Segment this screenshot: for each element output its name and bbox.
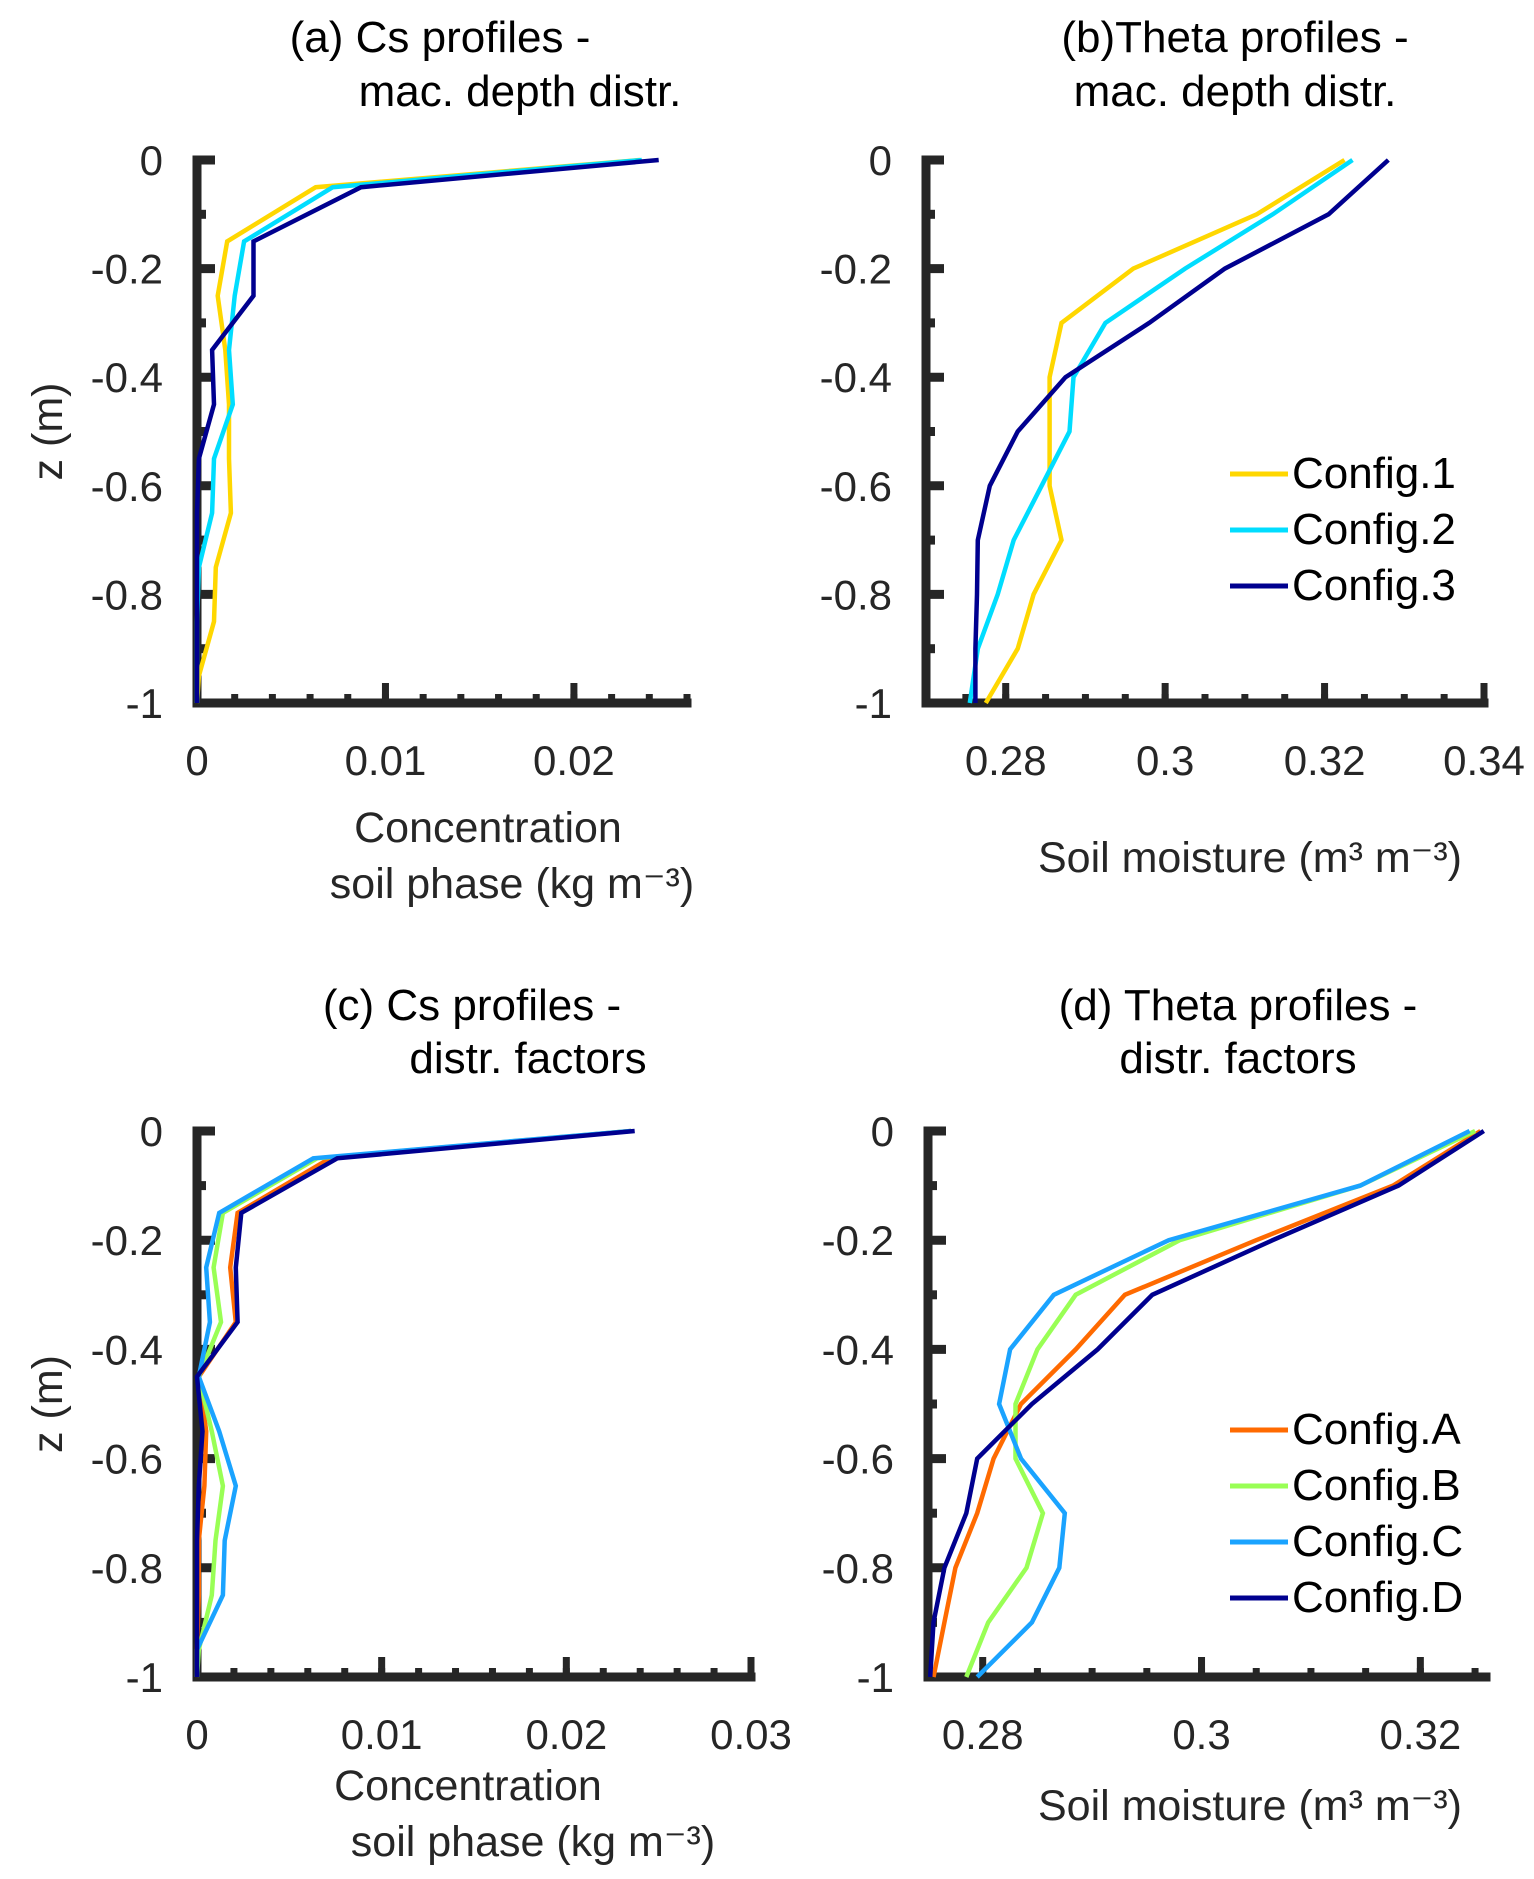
x-tick-label: 0.3 [1172, 1711, 1230, 1758]
y-tick-label: -0.8 [91, 571, 163, 618]
panel-title-line: (a) Cs profiles - [290, 13, 591, 62]
legend-label: Config.A [1292, 1405, 1461, 1454]
axes-lines [921, 155, 1489, 708]
legend-label: Config.2 [1292, 505, 1456, 554]
y-tick-label: 0 [140, 1108, 163, 1155]
panel-title-line: (b)Theta profiles - [1061, 13, 1408, 62]
series-line-config-2 [194, 157, 642, 703]
y-tick-label: -0.6 [822, 1436, 894, 1483]
y-tick-label: -0.4 [91, 1326, 163, 1373]
panel-title-line: (d) Theta profiles - [1059, 981, 1418, 1030]
x-tick-label: 0.03 [710, 1711, 792, 1758]
y-tick-label: -1 [126, 1654, 163, 1701]
y-tick-label: 0 [871, 1108, 894, 1155]
panel-title-line: mac. depth distr. [1074, 67, 1397, 116]
legend-label: Config.C [1292, 1517, 1463, 1566]
y-tick-label: -0.8 [91, 1545, 163, 1592]
series-line-config-d [927, 1129, 1486, 1678]
x-tick-label: 0.02 [533, 737, 615, 784]
x-axis-label: Concentration [354, 804, 622, 852]
x-tick-label: 0.28 [942, 1711, 1024, 1758]
legend: Config.A Config.B Config.C Config.D [1230, 1405, 1463, 1622]
y-tick-label: -0.2 [91, 246, 163, 293]
y-tick-label: -0.2 [820, 246, 892, 293]
x-tick-label: 0.01 [345, 737, 427, 784]
legend-label: Config.1 [1292, 449, 1456, 498]
axes-lines [192, 155, 692, 708]
panel-c: (c) Cs profiles -distr. factors 0 -0.2 -0.4… [24, 981, 792, 1866]
x-tick-label: 0.3 [1136, 737, 1194, 784]
series-line-config-2 [967, 158, 1354, 704]
series-line-config-b [194, 1128, 632, 1678]
y-tick-label: -0.6 [91, 1436, 163, 1483]
series-line-config-a [194, 1128, 632, 1677]
series-line-config-1 [194, 157, 641, 704]
y-tick-label: 0 [140, 137, 163, 184]
y-tick-label: -0.4 [91, 354, 163, 401]
series-line-config-c [194, 1128, 632, 1677]
legend: Config.1 Config.2 Config.3 [1230, 449, 1456, 610]
y-tick-label: -0.6 [91, 463, 163, 510]
axes-lines [192, 1126, 756, 1682]
y-tick-label: -0.2 [822, 1217, 894, 1264]
y-tick-label: 0 [869, 137, 892, 184]
y-tick-label: -1 [855, 680, 892, 727]
y-tick-label: -0.8 [822, 1545, 894, 1592]
y-axis-label: z (m) [24, 1355, 72, 1453]
y-tick-label: -0.2 [91, 1217, 163, 1264]
panel-a: (a) Cs profiles - mac. depth distr. 0 -0.2 -… [24, 13, 694, 908]
panel-b: (b)Theta profiles - mac. depth distr. 0 -0.… [820, 13, 1525, 882]
x-tick-label: 0.01 [341, 1711, 423, 1758]
y-tick-label: -0.6 [820, 463, 892, 510]
y-tick-label: -0.4 [822, 1326, 894, 1373]
x-tick-label: 0 [185, 1711, 208, 1758]
x-tick-label: 0.02 [525, 1711, 607, 1758]
series-line-config-a [931, 1129, 1482, 1678]
legend-label: Config.3 [1292, 561, 1456, 610]
y-tick-label: -0.4 [820, 354, 892, 401]
x-tick-label: 0 [185, 737, 208, 784]
series-line-config-3 [194, 157, 659, 703]
panel-title-line: distr. factors [1119, 1034, 1356, 1083]
y-tick-label: -1 [126, 680, 163, 727]
x-tick-label: 0.28 [965, 737, 1047, 784]
y-tick-label: -0.8 [820, 571, 892, 618]
series-line-config-d [194, 1128, 635, 1677]
x-axis-label: Soil moisture (m³ m⁻³) [1038, 834, 1462, 882]
legend-label: Config.B [1292, 1461, 1461, 1510]
x-axis-label: soil phase (kg m⁻³) [330, 860, 694, 908]
x-axis-label: Soil moisture (m³ m⁻³) [1038, 1782, 1462, 1830]
legend-label: Config.D [1292, 1573, 1463, 1622]
panel-title-line: (c) Cs profiles - [323, 981, 621, 1030]
panel-d: (d) Theta profiles -distr. factors 0 -0.2 -… [822, 981, 1491, 1830]
x-axis-label: Concentration [334, 1762, 602, 1810]
series-line-config-1 [983, 158, 1346, 705]
series-line-config-c [975, 1128, 1471, 1679]
panel-title-line: distr. factors [409, 1034, 646, 1083]
series-line-config-3 [973, 158, 1390, 703]
y-tick-label: -1 [857, 1654, 894, 1701]
x-axis-label: soil phase (kg m⁻³) [351, 1818, 715, 1866]
x-tick-label: 0.32 [1284, 737, 1366, 784]
x-tick-label: 0.32 [1379, 1711, 1461, 1758]
panel-title-line: mac. depth distr. [359, 67, 682, 116]
x-tick-label: 0.34 [1443, 737, 1525, 784]
y-axis-label: z (m) [24, 383, 72, 481]
